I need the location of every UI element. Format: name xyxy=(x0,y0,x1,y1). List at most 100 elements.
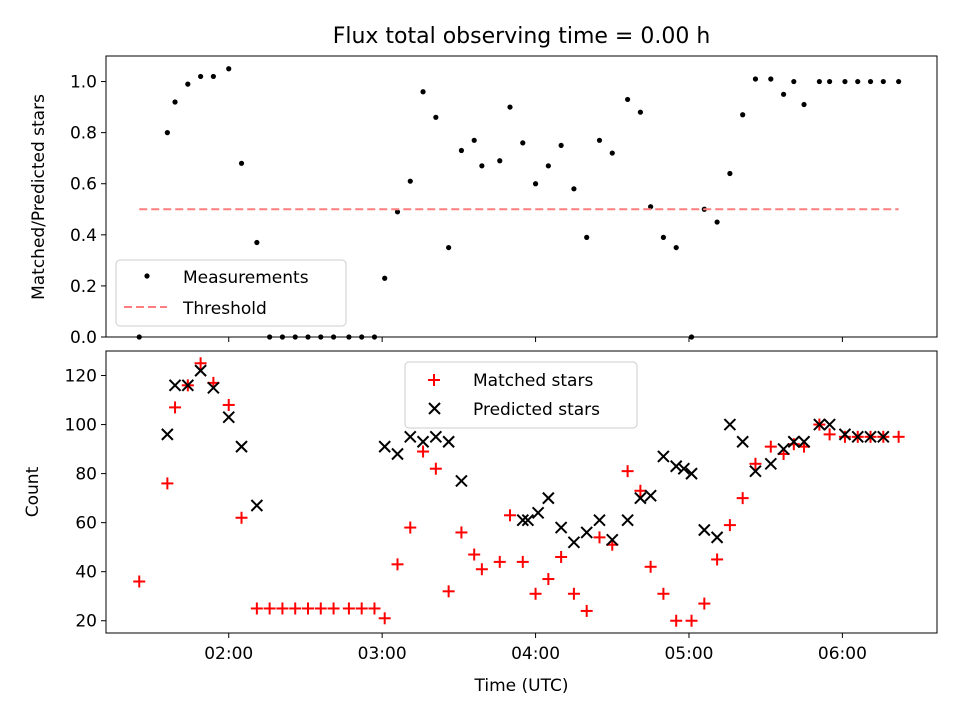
predicted-stars-point xyxy=(521,513,535,527)
measurement-point xyxy=(238,160,245,166)
y-tick-label: 0.2 xyxy=(70,277,97,297)
matched-stars-point xyxy=(838,430,851,443)
measurement-point xyxy=(801,101,807,108)
bottom-panel: 20 40 60 80 100 120 02:00 03:00 04:00 05:00 06:00… xyxy=(23,350,938,696)
matched-stars-point xyxy=(355,602,368,615)
measurement-point xyxy=(867,78,874,85)
top-legend-box xyxy=(115,259,347,327)
matched-stars-point xyxy=(493,555,506,568)
matched-stars-point xyxy=(314,602,327,615)
matched-stars-point xyxy=(823,428,836,441)
measurement-point xyxy=(359,334,365,340)
measurement-point xyxy=(855,78,861,85)
measurement-point xyxy=(596,137,603,143)
matched-stars-point xyxy=(368,602,381,615)
measurement-point xyxy=(254,239,260,246)
measurement-point xyxy=(507,104,513,110)
measurement-point xyxy=(479,163,485,169)
measurement-point xyxy=(210,73,216,80)
matched-stars-point xyxy=(670,614,683,627)
predicted-stars-point xyxy=(429,430,443,444)
top-legend: Measurements Threshold xyxy=(115,259,347,327)
top-panel: 0.0 0.2 0.4 0.6 0.8 1.0 Matched/Predicted sta… xyxy=(29,55,938,348)
matched-stars-point xyxy=(342,602,355,615)
matched-stars-point xyxy=(417,445,430,458)
matched-stars-point xyxy=(327,602,340,615)
top-x-axis-ticks xyxy=(228,337,843,342)
predicted-stars-point xyxy=(378,440,391,453)
predicted-stars-point xyxy=(787,435,801,448)
matched-stars-point xyxy=(429,462,442,475)
measurement-point xyxy=(727,170,733,177)
y-tick-label: 20 xyxy=(75,612,97,632)
matched-stars-point xyxy=(621,465,634,478)
measurement-point xyxy=(346,334,352,340)
predicted-stars-point xyxy=(677,462,691,475)
matched-stars-point xyxy=(222,398,235,411)
predicted-stars-point xyxy=(531,506,545,520)
measurement-point xyxy=(842,78,848,85)
x-tick-label: 05:00 xyxy=(664,644,713,664)
matched-stars-point xyxy=(736,492,749,505)
measurement-point xyxy=(780,91,787,97)
matched-stars-point xyxy=(391,558,404,571)
predicted-stars-point xyxy=(194,364,207,377)
predicted-stars-point xyxy=(404,430,417,444)
measurement-point xyxy=(497,158,503,164)
y-tick-label: 0.6 xyxy=(70,175,97,195)
y-tick-label: 60 xyxy=(75,514,97,534)
x-tick-label: 04:00 xyxy=(511,644,560,664)
matched-stars-point xyxy=(542,573,555,586)
bottom-y-axis-label: Count xyxy=(23,466,43,517)
x-tick-label: 03:00 xyxy=(358,644,407,664)
predicted-stars-point xyxy=(580,526,593,539)
predicted-stars-point xyxy=(168,379,182,392)
legend-threshold-label: Threshold xyxy=(182,299,267,319)
matched-stars-point xyxy=(593,531,606,544)
measurement-point xyxy=(420,89,426,95)
predicted-stars-point xyxy=(813,418,826,431)
y-tick-label: 120 xyxy=(65,367,97,387)
matched-stars-point xyxy=(749,457,762,470)
matched-stars-point xyxy=(580,604,593,617)
predicted-stars-point xyxy=(644,489,657,502)
predicted-stars-point xyxy=(455,474,468,488)
bottom-legend-box xyxy=(404,361,638,429)
measurement-point xyxy=(267,334,273,340)
predicted-stars-point xyxy=(823,418,836,431)
predicted-stars-point xyxy=(838,428,852,441)
legend-measurements-label: Measurements xyxy=(183,268,309,288)
measurement-point xyxy=(164,130,170,136)
matched-stars-point xyxy=(516,555,529,568)
predicted-stars-point xyxy=(593,513,606,527)
measurement-point xyxy=(394,209,401,215)
legend-predicted-marker xyxy=(428,402,441,415)
matched-stars-point xyxy=(235,511,248,524)
matched-stars-point xyxy=(404,521,417,534)
measurement-point xyxy=(648,204,654,210)
measurement-point xyxy=(609,150,615,156)
matched-stars-point xyxy=(644,560,657,573)
measurement-point xyxy=(446,244,452,251)
bottom-panel-frame xyxy=(105,350,938,634)
measurement-point xyxy=(172,99,178,105)
measurement-point xyxy=(545,163,551,169)
predicted-stars-point xyxy=(657,450,670,463)
matched-stars-point xyxy=(276,602,289,615)
predicted-stars-point xyxy=(710,531,724,544)
matched-stars-point xyxy=(685,614,698,627)
predicted-stars-point xyxy=(554,521,568,534)
matched-stars-point xyxy=(634,484,647,497)
predicted-stars-point xyxy=(250,499,264,512)
matched-stars-point xyxy=(455,526,468,539)
matched-stars-point xyxy=(475,563,488,576)
measurement-point xyxy=(305,334,311,340)
predicted-stars-point xyxy=(634,491,647,505)
y-tick-label: 100 xyxy=(65,416,97,436)
predicted-stars-point xyxy=(877,430,890,444)
predicted-stars-point xyxy=(669,460,683,473)
matched-stars-point xyxy=(289,602,302,615)
measurement-point xyxy=(637,109,643,115)
measurement-point xyxy=(407,178,413,184)
y-tick-label: 1.0 xyxy=(70,73,97,93)
